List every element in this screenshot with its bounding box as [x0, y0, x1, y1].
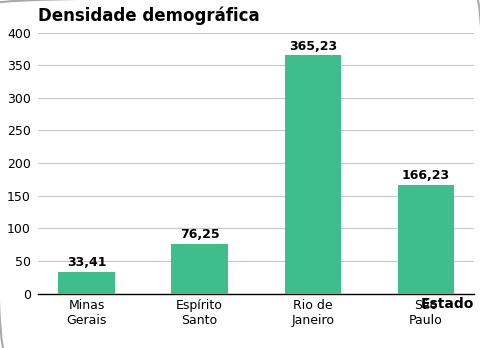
Bar: [397, 185, 453, 294]
Text: 33,41: 33,41: [67, 256, 106, 269]
Bar: [171, 244, 228, 294]
Bar: [58, 272, 115, 294]
Text: 365,23: 365,23: [288, 40, 336, 53]
Text: 76,25: 76,25: [180, 228, 219, 241]
Text: Densidade demográfica: Densidade demográfica: [38, 7, 260, 25]
Text: Estado: Estado: [420, 297, 473, 311]
Bar: [284, 55, 340, 294]
Text: 166,23: 166,23: [401, 169, 449, 182]
